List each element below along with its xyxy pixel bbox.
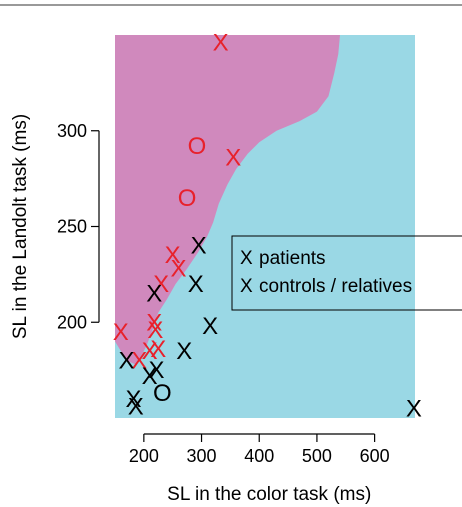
point-2-8: X	[191, 233, 207, 260]
point-2-1: X	[125, 386, 141, 413]
point-0-0: X	[213, 30, 229, 57]
x-axis: 200 300 400 500 600	[129, 433, 390, 466]
y-axis-label: SL in the Landolt task (ms)	[10, 114, 31, 339]
x-tick-label-200: 200	[129, 446, 159, 466]
patient-region	[115, 35, 340, 365]
point-0-7: X	[150, 336, 166, 363]
x-tick-label-500: 500	[302, 446, 332, 466]
point-2-3: X	[142, 363, 158, 390]
point-0-5: X	[146, 309, 162, 336]
point-0-4: X	[142, 338, 158, 365]
point-2-4: X	[146, 281, 162, 308]
point-0-9: X	[165, 242, 181, 269]
y-tick-label-200: 200	[57, 312, 87, 332]
legend-marker-0: X	[240, 248, 253, 269]
point-3-0: O	[153, 380, 172, 407]
y-tick-label-250: 250	[57, 217, 87, 237]
x-tick-label-600: 600	[360, 446, 390, 466]
point-2-0: X	[119, 348, 135, 375]
legend-label-0: patients	[259, 248, 326, 269]
point-2-2: X	[128, 394, 144, 421]
legend-marker-1: X	[240, 276, 253, 297]
point-2-7: X	[188, 271, 204, 298]
point-0-3: X	[131, 348, 147, 375]
point-1-1: O	[178, 185, 197, 212]
point-2-6: X	[176, 338, 192, 365]
point-0-6: X	[147, 317, 163, 344]
y-axis: 200 250 300	[57, 121, 100, 332]
legend-box	[231, 235, 462, 311]
point-2-9: X	[202, 313, 218, 340]
y-tick-label-300: 300	[57, 121, 87, 141]
point-0-10: X	[170, 256, 186, 283]
point-0-1: X	[225, 145, 241, 172]
x-tick-label-300: 300	[187, 446, 217, 466]
point-2-5: X	[149, 357, 165, 384]
legend-label-1: controls / relatives	[259, 276, 412, 297]
point-2-10: X	[406, 395, 422, 422]
point-0-2: X	[113, 319, 129, 346]
point-1-0: O	[188, 133, 207, 160]
x-tick-label-400: 400	[244, 446, 274, 466]
point-0-8: X	[153, 271, 169, 298]
x-axis-label: SL in the color task (ms)	[167, 484, 371, 505]
